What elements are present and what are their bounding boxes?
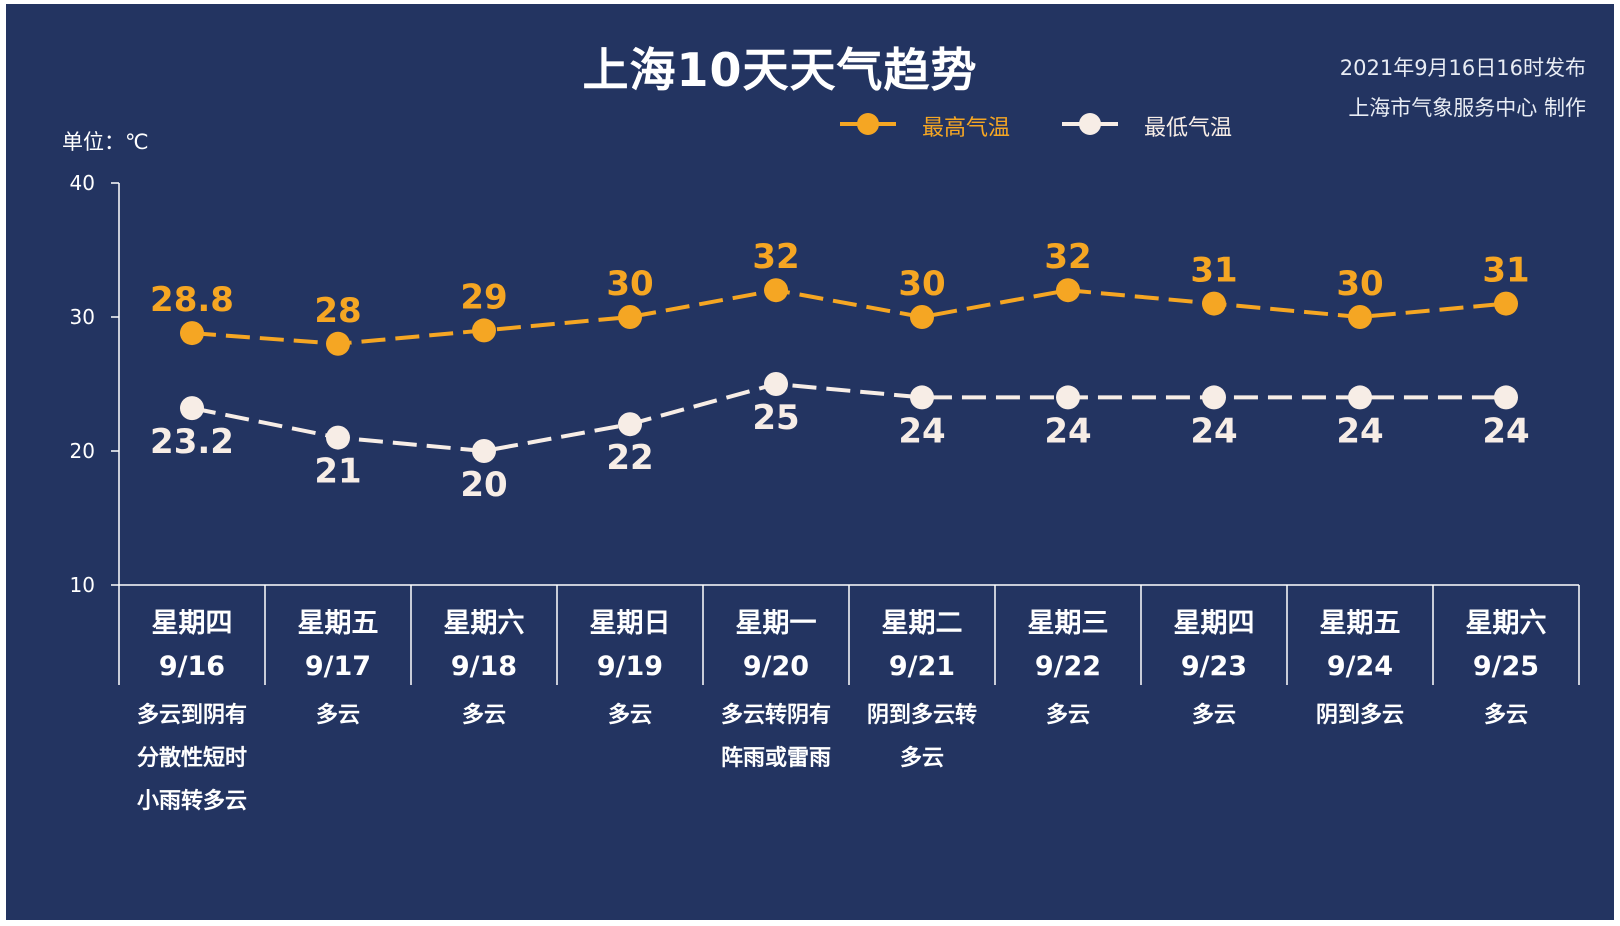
data-label-high: 28	[314, 291, 361, 331]
date-label: 9/23	[1181, 651, 1247, 682]
weekday-label: 星期四	[1174, 608, 1255, 639]
legend-swatch-high	[840, 113, 896, 135]
date-label: 9/19	[597, 651, 663, 682]
data-point-low	[618, 412, 642, 437]
chart-title: 上海10天天气趋势	[582, 43, 978, 97]
data-point-high	[326, 331, 350, 356]
weather-text: 多云	[900, 745, 944, 771]
data-label-high: 29	[460, 277, 507, 317]
weather-text: 多云	[608, 702, 652, 728]
data-label-low: 24	[1336, 411, 1383, 451]
data-label-low: 20	[460, 465, 507, 505]
date-label: 9/17	[305, 651, 371, 682]
weather-text: 多云	[1192, 702, 1236, 728]
data-label-low: 22	[606, 438, 653, 478]
legend-swatch-low	[1062, 113, 1118, 135]
data-point-high	[1494, 291, 1518, 316]
date-label: 9/24	[1327, 651, 1393, 682]
series-line-low	[191, 382, 1506, 453]
data-point-low	[1056, 385, 1080, 410]
weekday-label: 星期二	[882, 608, 963, 639]
weekday-label: 星期五	[298, 608, 379, 639]
data-label-high: 30	[1336, 264, 1383, 304]
data-point-low	[764, 372, 788, 396]
weekday-label: 星期日	[590, 608, 671, 639]
data-label-high: 30	[606, 264, 653, 304]
date-label: 9/22	[1035, 651, 1101, 682]
weekday-label: 星期六	[444, 608, 525, 639]
data-label-low: 24	[1482, 411, 1529, 451]
data-point-high	[910, 305, 934, 329]
weekday-label: 星期三	[1028, 608, 1109, 639]
y-tick-label: 40	[70, 171, 95, 195]
data-point-high	[180, 321, 204, 346]
weather-text: 阵雨或雷雨	[721, 745, 831, 771]
publish-time: 2021年9月16日16时发布	[1339, 56, 1586, 80]
data-point-high	[1056, 278, 1080, 303]
data-label-high: 31	[1190, 251, 1237, 291]
data-point-low	[180, 396, 204, 421]
y-tick-label: 10	[70, 573, 95, 597]
data-point-high	[764, 278, 788, 303]
date-label: 9/20	[743, 651, 809, 682]
weekday-label: 星期一	[736, 608, 817, 639]
data-point-low	[1494, 385, 1518, 410]
data-point-low	[1348, 385, 1372, 410]
weather-text: 阴到多云	[1316, 702, 1404, 728]
data-point-high	[1202, 291, 1226, 316]
data-point-low	[326, 425, 350, 450]
data-point-low	[910, 385, 934, 410]
weekday-label: 星期六	[1466, 608, 1547, 639]
series-line-high	[191, 288, 1507, 346]
date-label: 9/18	[451, 651, 517, 682]
weather-text: 多云转阴有	[721, 702, 831, 728]
data-label-low: 24	[1044, 411, 1091, 451]
data-label-high: 28.8	[150, 280, 234, 320]
data-point-high	[472, 318, 496, 343]
data-label-high: 32	[752, 237, 799, 277]
data-point-high	[618, 305, 642, 329]
data-label-high: 30	[898, 264, 945, 304]
data-label-low: 25	[752, 398, 799, 438]
legend-label-high: 最高气温	[922, 116, 1011, 141]
date-label: 9/16	[159, 651, 225, 682]
data-label-low: 24	[898, 411, 945, 451]
weather-text: 多云	[1046, 702, 1090, 728]
weather-text: 分散性短时	[137, 746, 247, 771]
data-label-low: 23.2	[150, 422, 234, 462]
weekday-label: 星期五	[1320, 608, 1401, 639]
weather-text: 小雨转多云	[137, 788, 247, 814]
weather-text: 多云	[316, 702, 360, 728]
weather-text: 多云	[462, 702, 506, 728]
weekday-label: 星期四	[152, 608, 233, 639]
unit-label: 单位：℃	[62, 130, 149, 154]
data-point-low	[1202, 385, 1226, 410]
producer-credit: 上海市气象服务中心 制作	[1348, 96, 1586, 120]
date-label: 9/21	[889, 651, 955, 682]
data-label-low: 24	[1190, 411, 1237, 451]
data-label-low: 21	[314, 452, 361, 492]
chart-panel	[6, 4, 1614, 920]
weather-text: 多云	[1484, 702, 1528, 728]
y-tick-label: 30	[70, 305, 95, 329]
weather-text: 阴到多云转	[867, 702, 977, 728]
legend-label-low: 最低气温	[1144, 116, 1233, 141]
data-point-low	[472, 439, 496, 463]
weather-text: 多云到阴有	[137, 702, 247, 728]
date-label: 9/25	[1473, 651, 1539, 682]
y-tick-label: 20	[70, 439, 95, 463]
data-label-high: 32	[1044, 237, 1091, 277]
data-point-high	[1348, 305, 1372, 329]
data-label-high: 31	[1482, 251, 1529, 291]
